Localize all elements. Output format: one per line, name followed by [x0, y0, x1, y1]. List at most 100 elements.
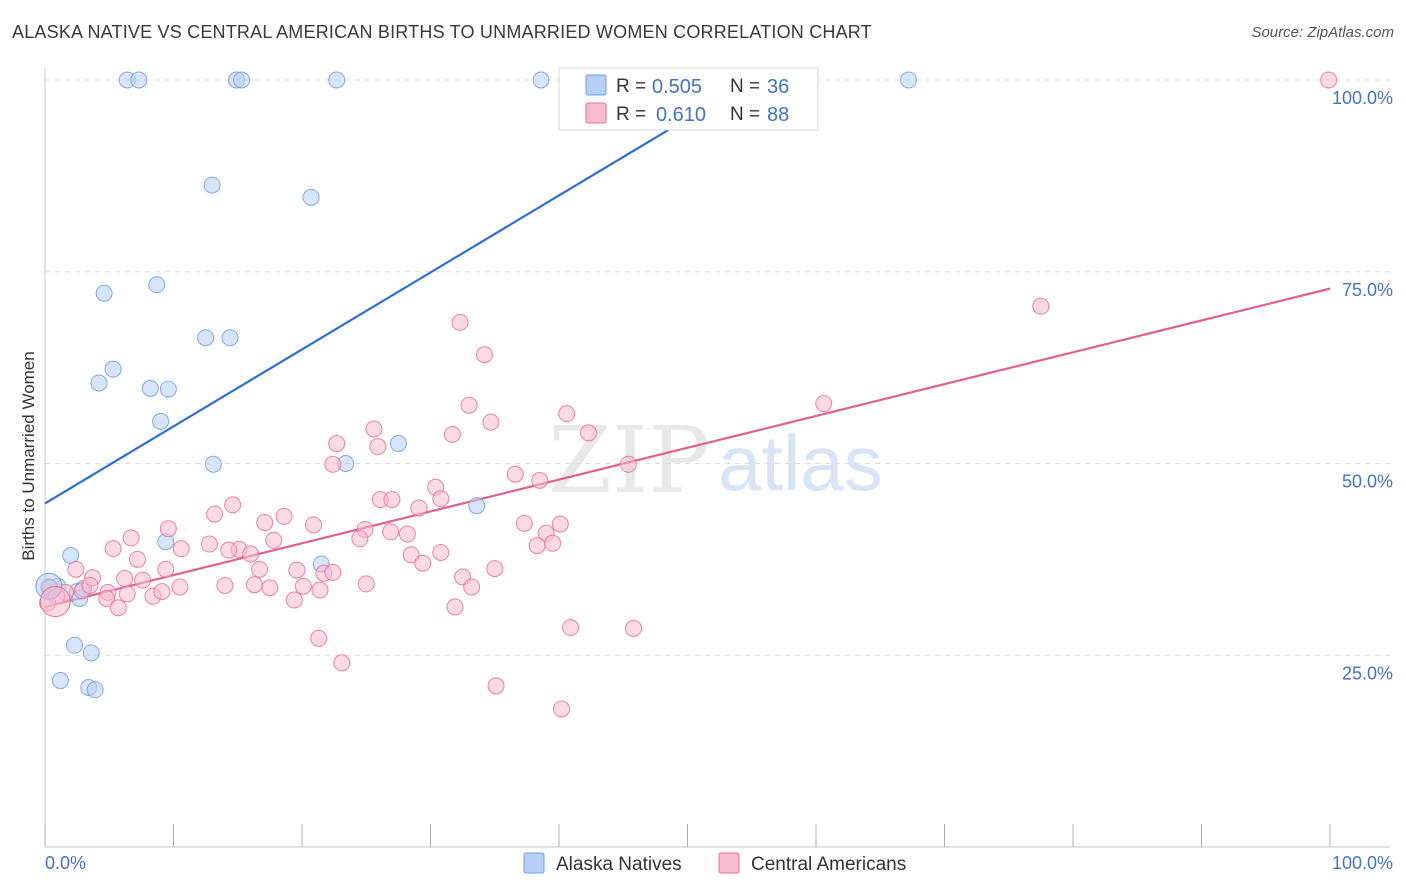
legend-r-value-central: 0.610 — [656, 104, 706, 126]
point-central-americans — [432, 543, 450, 561]
point-central-americans — [159, 520, 177, 538]
point-central-americans — [506, 465, 524, 483]
legend-n-value-alaska: 36 — [767, 76, 789, 98]
point-central-americans — [383, 491, 401, 509]
point-central-americans — [324, 563, 342, 581]
bottom-legend-label-central: Central Americans — [751, 854, 906, 875]
point-alaska-natives — [86, 681, 104, 699]
point-central-americans — [551, 515, 569, 533]
point-central-americans-cluster — [39, 586, 71, 618]
point-central-americans — [224, 496, 242, 514]
point-central-americans — [109, 599, 127, 617]
point-central-americans — [815, 395, 833, 413]
trend-line-alaska-natives — [44, 79, 753, 505]
legend-n-label-alaska: N = — [730, 76, 760, 97]
point-central-americans — [220, 541, 238, 559]
point-central-americans — [414, 554, 432, 572]
y-tick-label: 25.0% — [1342, 663, 1393, 683]
point-central-americans — [265, 531, 283, 549]
point-central-americans — [475, 346, 493, 364]
point-alaska-natives — [233, 71, 251, 89]
point-central-americans — [351, 530, 369, 548]
point-central-americans — [172, 540, 190, 558]
point-alaska-natives — [328, 71, 346, 89]
point-central-americans — [294, 577, 312, 595]
point-central-americans — [382, 523, 400, 541]
bottom-legend-swatch-alaska — [523, 852, 545, 874]
point-central-americans — [1032, 297, 1050, 315]
point-central-americans — [134, 571, 152, 589]
point-alaska-natives — [90, 374, 108, 392]
point-central-americans — [242, 545, 260, 563]
point-central-americans — [528, 537, 546, 555]
legend-n-label-central: N = — [730, 104, 760, 125]
point-alaska-natives — [468, 497, 486, 515]
chart-title: ALASKA NATIVE VS CENTRAL AMERICAN BIRTHS… — [12, 22, 872, 42]
point-central-americans — [261, 579, 279, 597]
point-central-americans — [515, 514, 533, 532]
point-alaska-natives — [221, 329, 239, 347]
point-alaska-natives — [95, 284, 113, 302]
bottom-legend-label-alaska: Alaska Natives — [556, 854, 682, 875]
trend-lines — [44, 79, 1331, 608]
point-central-americans — [328, 435, 346, 453]
point-alaska-natives — [152, 412, 170, 430]
y-tick-label: 50.0% — [1342, 472, 1393, 492]
point-central-americans — [463, 578, 481, 596]
point-central-americans — [245, 576, 263, 594]
point-central-americans — [365, 420, 383, 438]
point-central-americans — [129, 550, 147, 568]
point-central-americans — [67, 560, 85, 578]
tick-labels: 25.0% 50.0% 75.0% 100.0% 0.0% 100.0% — [45, 88, 1393, 873]
point-central-americans — [544, 534, 562, 552]
y-tick-label: 100.0% — [1332, 88, 1393, 108]
legend-r-value-alaska: 0.505 — [652, 76, 702, 98]
data-points — [35, 71, 1338, 718]
bottom-legend: Alaska Natives Central Americans — [523, 852, 906, 875]
point-central-americans — [562, 619, 580, 637]
legend-swatch-central — [585, 102, 607, 124]
point-central-americans — [487, 677, 505, 695]
point-central-americans — [118, 585, 136, 603]
point-central-americans — [311, 581, 329, 599]
watermark: ZIP atlas — [548, 407, 883, 514]
point-central-americans — [482, 413, 500, 431]
point-central-americans — [256, 514, 274, 532]
point-central-americans — [104, 540, 122, 558]
point-central-americans — [116, 570, 134, 588]
y-tick-label: 75.0% — [1342, 280, 1393, 300]
x-tick-label: 0.0% — [45, 853, 86, 873]
point-alaska-natives — [82, 644, 100, 662]
point-alaska-natives — [532, 71, 550, 89]
point-central-americans — [460, 396, 478, 414]
legend-r-label-alaska: R = — [616, 76, 646, 97]
point-central-americans — [333, 654, 351, 672]
point-central-americans — [1320, 71, 1338, 89]
point-central-americans — [305, 516, 323, 534]
trend-line-central-americans — [44, 287, 1331, 608]
point-alaska-natives — [159, 380, 177, 398]
point-alaska-natives — [104, 360, 122, 378]
point-central-americans — [275, 507, 293, 525]
point-alaska-natives — [148, 276, 166, 294]
bottom-legend-swatch-central — [718, 852, 740, 874]
point-central-americans — [98, 589, 116, 607]
point-central-americans — [200, 535, 218, 553]
point-central-americans — [122, 529, 140, 547]
point-alaska-natives — [197, 329, 215, 347]
point-central-americans — [310, 629, 328, 647]
legend-swatch-alaska — [585, 74, 607, 96]
point-central-americans — [432, 490, 450, 508]
point-alaska-natives — [130, 71, 148, 89]
point-alaska-natives — [203, 176, 221, 194]
x-tick-label: 100.0% — [1332, 853, 1393, 873]
point-alaska-natives — [389, 435, 407, 453]
point-central-americans — [443, 425, 461, 443]
point-alaska-natives — [51, 672, 69, 690]
point-central-americans — [153, 583, 171, 601]
point-central-americans — [619, 455, 637, 473]
point-alaska-natives — [66, 636, 84, 654]
point-central-americans — [558, 405, 576, 423]
axes — [44, 68, 1390, 848]
point-alaska-natives — [204, 455, 222, 473]
